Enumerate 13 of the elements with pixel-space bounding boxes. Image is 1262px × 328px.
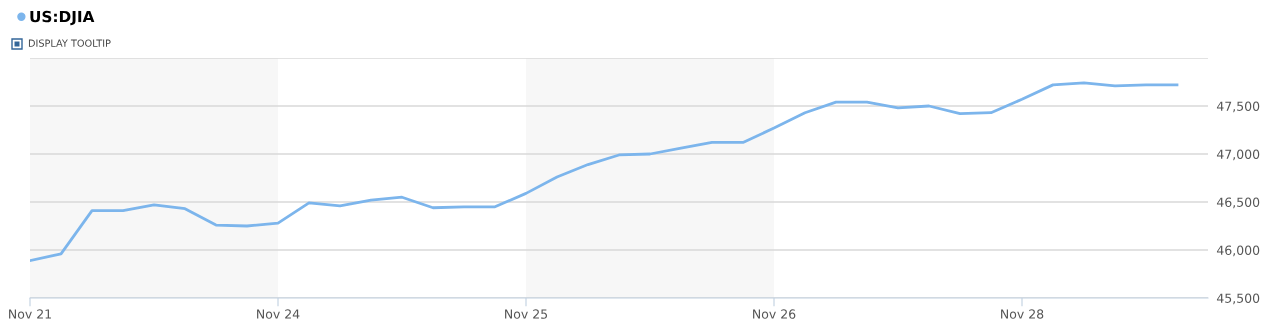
x-tick-label: Nov 24 <box>257 309 300 319</box>
y-tick-label: 47,000 <box>1216 149 1260 161</box>
x-tick-label: Nov 25 <box>505 309 548 319</box>
text: DISPLAY TOOLTIP <box>28 39 111 47</box>
x-tick-label: Nov 21 <box>9 309 51 319</box>
y-tick-label: 46,000 <box>1216 245 1260 257</box>
y-tick-label: 47,500 <box>1216 101 1260 113</box>
line-series <box>30 81 1179 262</box>
x-tick-label: Nov 28 <box>1001 309 1044 319</box>
y-tick-label: 46,500 <box>1216 197 1260 209</box>
legend-label: US:DJIA <box>30 10 95 26</box>
y-tick-label: 45,500 <box>1216 293 1260 305</box>
x-tick-label: Nov 26 <box>753 309 796 319</box>
